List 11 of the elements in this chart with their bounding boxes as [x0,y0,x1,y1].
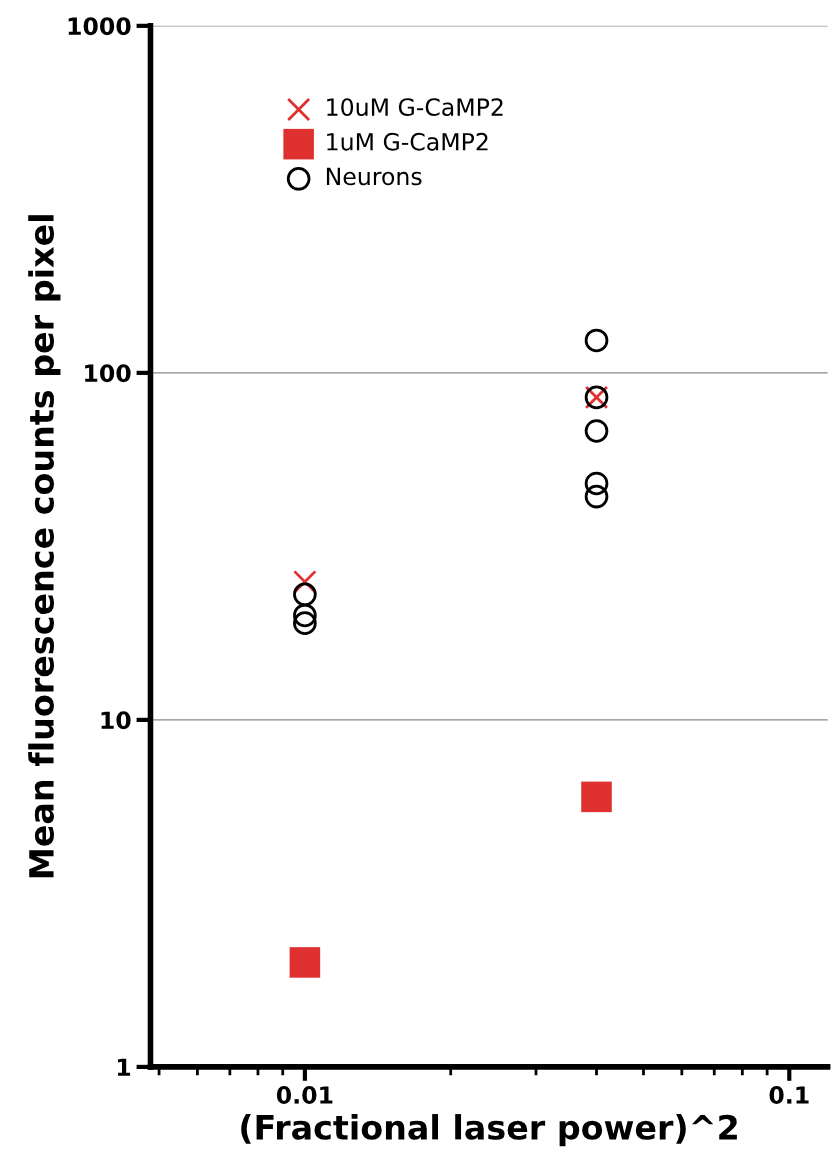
legend-label: 10uM G-CaMP2 [327,98,503,117]
x-tick-label: 0.1 [769,1086,809,1104]
y-tick-label: 1 [117,1058,131,1076]
y-tick-label: 100 [85,364,131,383]
legend-label: Neurons [326,167,422,186]
y-tick-label: 10 [101,711,131,730]
x-axis-title: (Fractional laser power)^2 [241,1114,737,1147]
y-tick-label: 1000 [68,17,131,36]
y-axis-title: Mean fluorescence counts per pixel [28,215,61,878]
x-tick-label: 0.01 [276,1086,333,1104]
legend-label: 1uM G-CaMP2 [327,132,488,151]
